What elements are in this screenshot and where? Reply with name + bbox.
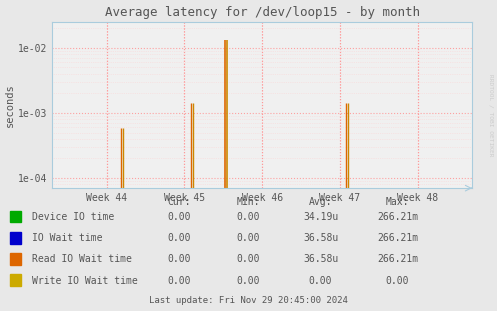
Text: 0.00: 0.00 [237,254,260,264]
Text: 266.21m: 266.21m [377,233,418,243]
Text: Device IO time: Device IO time [32,212,114,222]
Text: 36.58u: 36.58u [303,233,338,243]
Title: Average latency for /dev/loop15 - by month: Average latency for /dev/loop15 - by mon… [105,6,419,19]
Text: RRDTOOL / TOBI OETIKER: RRDTOOL / TOBI OETIKER [488,74,493,156]
Text: Avg:: Avg: [309,197,332,207]
Text: 0.00: 0.00 [237,276,260,285]
Text: Max:: Max: [386,197,410,207]
Text: Last update: Fri Nov 29 20:45:00 2024: Last update: Fri Nov 29 20:45:00 2024 [149,296,348,304]
Text: 0.00: 0.00 [386,276,410,285]
Text: IO Wait time: IO Wait time [32,233,103,243]
Text: Read IO Wait time: Read IO Wait time [32,254,132,264]
Text: 0.00: 0.00 [167,233,191,243]
Y-axis label: seconds: seconds [5,83,15,127]
Text: Min:: Min: [237,197,260,207]
Text: 0.00: 0.00 [167,254,191,264]
Text: 0.00: 0.00 [167,212,191,222]
Text: 0.00: 0.00 [237,233,260,243]
Text: 0.00: 0.00 [309,276,332,285]
Text: 0.00: 0.00 [167,276,191,285]
Text: 266.21m: 266.21m [377,212,418,222]
Text: Cur:: Cur: [167,197,191,207]
Text: Write IO Wait time: Write IO Wait time [32,276,138,285]
Text: 0.00: 0.00 [237,212,260,222]
Text: 34.19u: 34.19u [303,212,338,222]
Text: 266.21m: 266.21m [377,254,418,264]
Text: 36.58u: 36.58u [303,254,338,264]
